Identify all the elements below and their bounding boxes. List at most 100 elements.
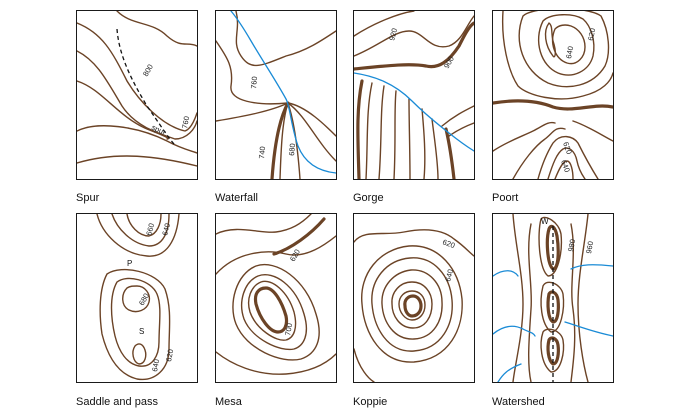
contour-line: [232, 263, 320, 361]
contour-line: [116, 11, 197, 47]
contour-line: [493, 121, 556, 152]
contour-label-660: 660: [144, 222, 156, 236]
contour-label-620: 620: [441, 237, 456, 250]
contour-line: [354, 11, 415, 37]
contour-line: [240, 274, 308, 351]
contour-line: [371, 257, 453, 352]
contour-line: [110, 277, 161, 367]
mesa-contour-map: 620 700: [216, 214, 336, 375]
river-line: [497, 363, 522, 382]
contour-line: [448, 122, 474, 137]
caption-gorge: Gorge: [353, 192, 384, 204]
contour-label-640: 640: [564, 45, 575, 59]
river-line: [493, 325, 536, 337]
contour-line: [537, 135, 599, 179]
contour-line: [512, 214, 524, 382]
caption-mesa: Mesa: [215, 396, 242, 408]
contour-line: [408, 98, 411, 179]
contour-label-920: 920: [387, 27, 399, 41]
contour-line: [77, 125, 197, 154]
contour-line: [547, 147, 586, 179]
caption-koppie: Koppie: [353, 396, 388, 408]
caption-spur: Spur: [76, 192, 100, 204]
contour-line: [544, 22, 556, 58]
contour-line: [77, 22, 197, 132]
contour-line: [378, 85, 385, 179]
contour-line: [77, 80, 169, 140]
contour-line: [551, 24, 586, 65]
contour-line: [572, 120, 613, 142]
contour-label-680: 680: [287, 143, 297, 156]
contour-line: [398, 290, 426, 321]
contour-label-760: 760: [180, 115, 191, 129]
contour-line: [247, 280, 297, 341]
contour-line: [354, 348, 375, 382]
panel-mesa: 620 700: [215, 213, 337, 383]
koppie-contour-map: 620 640: [354, 229, 474, 382]
contour-line: [421, 108, 426, 179]
contour-line: [96, 214, 180, 257]
contour-line: [216, 351, 336, 375]
contour-label-640: 640: [160, 222, 172, 236]
contour-line: [501, 11, 613, 100]
contour-line: [77, 155, 197, 167]
contour-line: [540, 328, 565, 373]
contour-label-900: 900: [442, 55, 456, 70]
saddle-contour-map: P S 660 640 680 620 640: [96, 214, 180, 381]
contour-line: [354, 229, 474, 257]
contour-line: [537, 14, 595, 76]
contour-line: [216, 102, 336, 137]
contour-label-980: 980: [566, 238, 577, 252]
cliff-line: [270, 101, 290, 179]
watershed-contour-map: W 980 960: [493, 214, 613, 382]
ridge-summit: [546, 336, 560, 366]
pass-marker-P: P: [127, 259, 132, 268]
mesa-top-cliff: [253, 286, 289, 334]
contour-line: [279, 102, 289, 179]
contour-line: [527, 223, 533, 382]
contour-label-700: 700: [283, 322, 294, 336]
contour-line: [365, 82, 373, 179]
contour-line: [540, 281, 565, 333]
panel-koppie: 620 640: [353, 213, 475, 383]
watershed-marker-W: W: [541, 217, 549, 226]
caption-poort: Poort: [492, 192, 519, 204]
contour-line: [132, 343, 147, 365]
saddle-marker-S: S: [139, 327, 144, 336]
contour-line: [570, 223, 576, 382]
caption-saddle-and-pass: Saddle and pass: [76, 396, 158, 408]
contour-label-620: 620: [164, 348, 175, 362]
gorge-cliff-line: [444, 127, 456, 179]
caption-waterfall: Waterfall: [215, 192, 258, 204]
contour-line: [431, 118, 439, 179]
poort-contour-map: 620 640 620 640: [493, 11, 613, 179]
contour-label-760: 760: [249, 76, 259, 89]
contour-label-620-lower: 620: [561, 141, 574, 156]
gorge-contour-map: 920 900: [354, 11, 474, 179]
panel-gorge: 920 900: [353, 10, 475, 180]
waterfall-contour-map: 760 740 680: [216, 11, 336, 179]
contour-line: [216, 40, 289, 105]
river-line: [570, 264, 613, 270]
river-line: [354, 72, 474, 152]
gorge-cliff-line: [356, 79, 364, 179]
contour-label-640-lower: 640: [559, 159, 572, 174]
contour-line: [235, 11, 336, 67]
contour-line: [577, 214, 589, 382]
contour-label-800: 800: [141, 63, 155, 78]
contour-line: [216, 235, 336, 275]
koppie-summit: [403, 294, 423, 318]
ridge-summit: [546, 290, 560, 324]
contour-label-620: 620: [288, 248, 302, 263]
contour-line: [77, 50, 197, 140]
poort-cliff-line: [493, 99, 613, 111]
contour-line: [354, 15, 474, 57]
contour-line: [122, 285, 151, 313]
panel-saddle-and-pass: P S 660 640 680 620 640: [76, 213, 198, 383]
panel-waterfall: 760 740 680: [215, 10, 337, 180]
contour-label-640: 640: [443, 268, 455, 282]
panel-poort: 620 640 620 640: [492, 10, 614, 180]
spur-axis-line: [116, 28, 176, 146]
contour-line: [391, 281, 433, 329]
river-line: [564, 321, 613, 337]
